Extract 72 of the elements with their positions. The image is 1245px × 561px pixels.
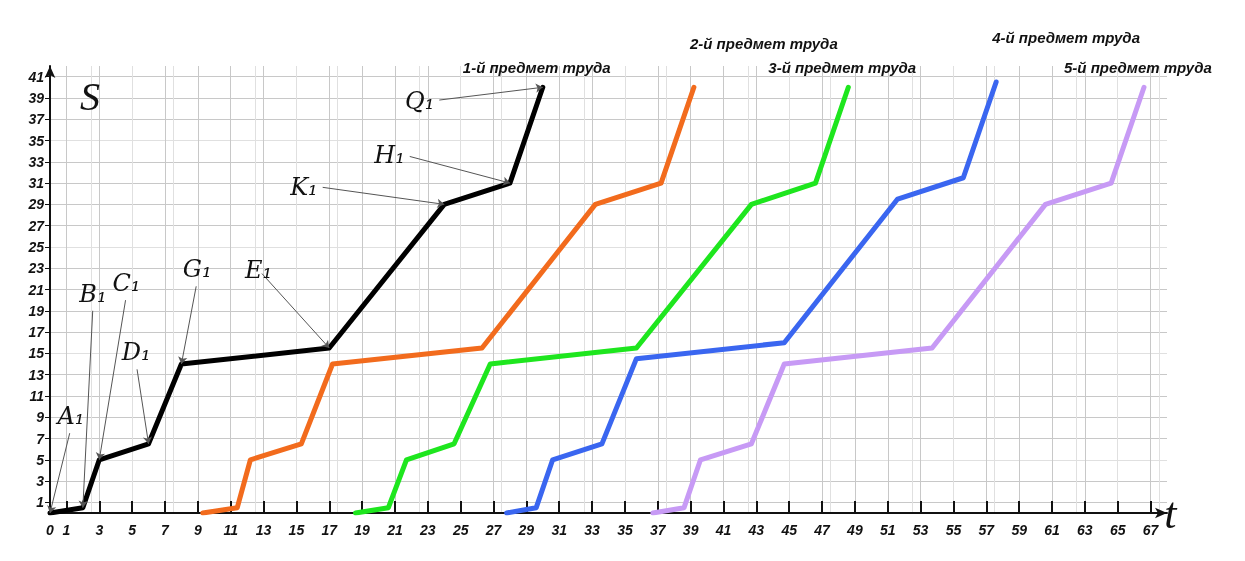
annotation: C₁ <box>112 269 141 298</box>
annotation: K₁ <box>289 172 318 201</box>
x-tick-label: 67 <box>1142 522 1160 538</box>
x-tick-label: 55 <box>945 522 962 538</box>
x-tick-label: 9 <box>193 522 202 538</box>
x-tick-label: 53 <box>912 522 929 538</box>
x-tick-label: 37 <box>649 522 667 538</box>
x-tick-label: 23 <box>419 522 436 538</box>
y-tick-label: 1 <box>36 494 45 511</box>
x-tick-label: 0 <box>46 522 55 538</box>
text: 2-й предмет труда <box>688 34 838 52</box>
y-tick-label: 41 <box>27 68 45 85</box>
y-tick-label: 3 <box>36 473 45 490</box>
x-tick-label: 47 <box>813 522 832 538</box>
x-tick-label: 35 <box>617 522 633 538</box>
annotation: B₁ <box>78 279 107 308</box>
x-tick-label: 39 <box>682 522 699 538</box>
series-label: 3-й предмет труда <box>768 58 917 76</box>
y-tick-label: 23 <box>27 260 45 277</box>
x-tick-label: 29 <box>517 522 535 538</box>
y-tick-label: 35 <box>28 132 45 149</box>
y-tick-label: 25 <box>27 238 45 255</box>
x-tick-label: 17 <box>321 522 339 538</box>
x-tick-label: 25 <box>451 522 469 538</box>
x-tick-label: 43 <box>747 522 765 538</box>
y-tick-label: 7 <box>36 430 46 447</box>
x-tick-label: 31 <box>551 522 568 538</box>
y-tick-label: 5 <box>36 451 45 468</box>
y-tick-label: 13 <box>28 366 45 383</box>
y-tick-label: 39 <box>28 89 45 106</box>
annotation: G₁ <box>182 255 212 284</box>
x-tick-label: 19 <box>354 522 371 538</box>
annotation: H₁ <box>373 141 405 170</box>
x-tick-label: 13 <box>255 522 272 538</box>
x-tick-label: 57 <box>978 522 996 538</box>
x-tick-label: 1 <box>62 522 71 538</box>
text: 4-й предмет труда <box>991 29 1140 47</box>
y-tick-label: 31 <box>28 175 45 192</box>
y-tick-label: 17 <box>28 324 46 341</box>
x-tick-label: 49 <box>846 522 863 538</box>
x-axis-title: t <box>1164 488 1179 538</box>
x-tick-label: 3 <box>95 522 104 538</box>
annotation: D₁ <box>120 338 151 367</box>
y-tick-label: 33 <box>28 153 45 170</box>
series-label: 1-й предмет труда <box>462 58 611 76</box>
x-tick-label: 15 <box>288 522 305 538</box>
x-tick-label: 33 <box>584 522 601 538</box>
y-tick-label: 11 <box>29 387 45 404</box>
x-tick-label: 7 <box>161 522 171 538</box>
annotation: A₁ <box>55 402 85 431</box>
x-tick-label: 63 <box>1077 522 1093 538</box>
annotation: E₁ <box>243 255 273 284</box>
x-tick-label: 59 <box>1011 522 1028 538</box>
series-label: 5-й предмет труда <box>1064 58 1212 76</box>
y-tick-label: 37 <box>28 111 46 128</box>
x-tick-label: 27 <box>484 522 503 538</box>
annotation: Q₁ <box>405 86 435 115</box>
x-tick-label: 41 <box>714 522 732 538</box>
x-tick-label: 61 <box>1044 522 1061 538</box>
y-tick-label: 29 <box>27 196 45 213</box>
y-tick-label: 9 <box>36 409 45 426</box>
y-tick-label: 27 <box>27 217 46 234</box>
x-tick-label: 51 <box>879 522 896 538</box>
y-tick-label: 21 <box>27 281 45 298</box>
y-tick-label: 19 <box>28 302 45 319</box>
x-tick-label: 45 <box>780 522 798 538</box>
x-tick-label: 21 <box>386 522 403 538</box>
x-tick-label: 65 <box>1109 522 1126 538</box>
x-tick-label: 11 <box>223 522 239 538</box>
y-axis-title: S <box>80 73 100 119</box>
x-tick-label: 5 <box>128 522 137 538</box>
y-tick-label: 15 <box>28 345 45 362</box>
